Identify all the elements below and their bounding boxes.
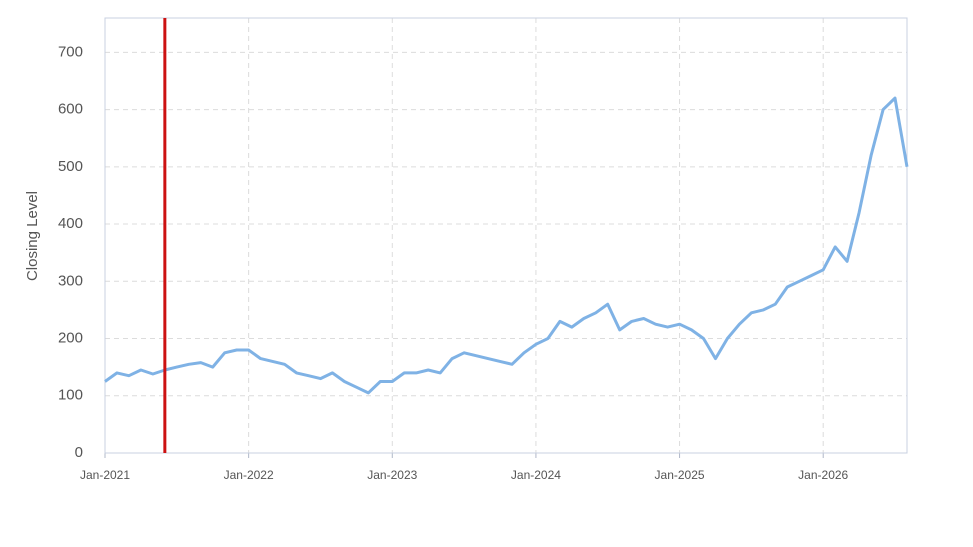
y-tick-label: 400 (58, 215, 83, 232)
y-tick-label: 100 (58, 387, 83, 404)
y-tick-label: 500 (58, 158, 83, 175)
y-axis-label: Closing Level (24, 191, 41, 281)
x-tick-label: Jan-2025 (655, 468, 705, 482)
x-tick-label: Jan-2023 (367, 468, 417, 482)
x-tick-label: Jan-2021 (80, 468, 130, 482)
y-tick-label: 200 (58, 329, 83, 346)
y-tick-label: 300 (58, 272, 83, 289)
y-tick-label: 700 (58, 43, 83, 60)
x-tick-label: Jan-2026 (798, 468, 848, 482)
y-tick-label: 0 (75, 444, 83, 461)
x-tick-label: Jan-2024 (511, 468, 561, 482)
plot-frame (104, 17, 908, 454)
line-series (104, 96, 909, 395)
y-tick-label: 600 (58, 101, 83, 118)
x-tick-label: Jan-2022 (224, 468, 274, 482)
